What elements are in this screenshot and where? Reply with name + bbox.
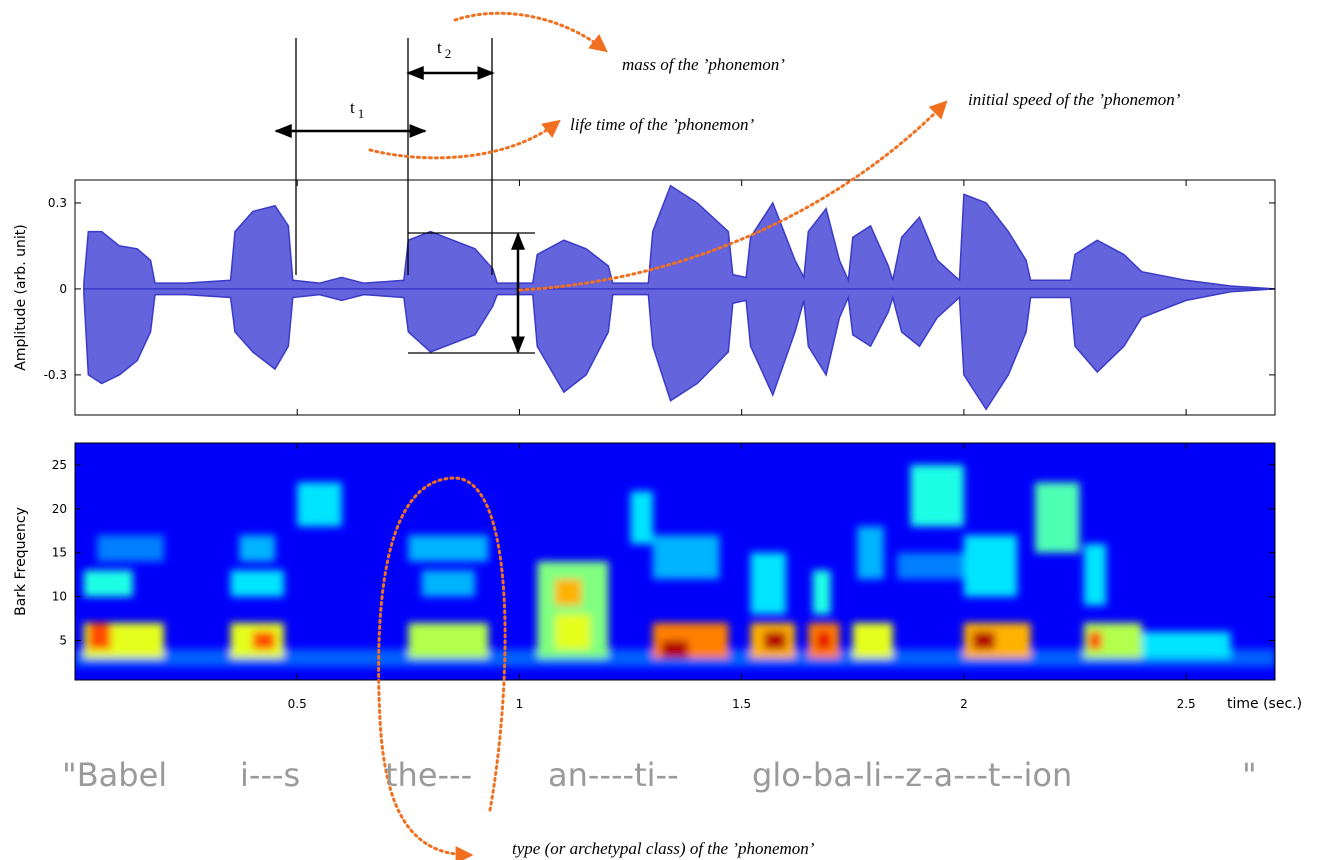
y-tick-label: 0.3 xyxy=(48,196,67,210)
transcript-word: " xyxy=(1242,756,1257,794)
mass-label: mass of the ’phonemon’ xyxy=(622,55,785,74)
heatmap-cell xyxy=(408,622,489,659)
heatmap-cell xyxy=(857,526,884,580)
heatmap-cell xyxy=(763,631,787,650)
heatmap-cell xyxy=(239,535,275,562)
x-tick-label: 2.5 xyxy=(1177,697,1196,711)
heatmap-cell xyxy=(97,535,164,562)
transcript-word: "Babel xyxy=(62,756,167,794)
heatmap-cell xyxy=(910,464,964,527)
transcript-word: glo-ba-li--z-a---t--ion xyxy=(752,756,1072,794)
x-tick-label: 0.5 xyxy=(288,697,307,711)
waveform-area xyxy=(83,184,1276,290)
t1-subscript: 1 xyxy=(358,106,365,121)
transcript-word: the--- xyxy=(385,756,472,794)
plot-frame xyxy=(74,442,1276,681)
heatmap-cells xyxy=(75,464,1275,667)
heatmap-cell xyxy=(630,491,653,544)
plot-frame xyxy=(74,179,1276,416)
heatmap-cell xyxy=(661,640,689,659)
y-tick-label: 5 xyxy=(59,634,67,648)
heatmap-cell xyxy=(555,614,591,650)
type-label: type (or archetypal class) of the ’phone… xyxy=(512,839,815,858)
heatmap-cell xyxy=(555,579,582,606)
y-tick-label: 15 xyxy=(52,546,67,560)
heatmap-cell xyxy=(897,552,964,580)
heatmap-cell xyxy=(88,622,111,650)
y-tick-label: 0 xyxy=(59,282,67,296)
heatmap-cell xyxy=(652,535,720,580)
transcript-word: an----ti-- xyxy=(548,756,679,794)
heatmap-cell xyxy=(297,482,342,527)
heatmap-cell xyxy=(963,535,1018,597)
heatmap-cell xyxy=(1083,543,1107,606)
heatmap-cell xyxy=(421,570,475,597)
waveform-panel: -0.3 0 0.3 Amplitude (arb. unit) xyxy=(13,179,1276,416)
heatmap-cell xyxy=(230,570,284,597)
waveform-area xyxy=(83,288,1276,411)
y-tick-label: 25 xyxy=(52,458,67,472)
heatmap-cell xyxy=(1141,631,1231,659)
y-tick-label: -0.3 xyxy=(44,368,67,382)
heatmap-cell xyxy=(1088,631,1102,650)
spectrogram-panel: 5 10 15 20 25 0.5 1 1.5 2 2.5 Bark Frequency time (… xyxy=(13,442,1302,712)
heatmap-cell xyxy=(812,570,831,615)
x-tick-label: 1 xyxy=(516,697,524,711)
initial-speed-label: initial speed of the ’phonemon’ xyxy=(968,90,1181,109)
heatmap-cell xyxy=(817,631,831,650)
heatmap-cell xyxy=(750,552,787,615)
x-axis-label: time (sec.) xyxy=(1227,696,1302,712)
t2-subscript: 2 xyxy=(445,46,452,61)
x-tick-label: 2 xyxy=(960,697,968,711)
heatmap-cell xyxy=(252,631,275,650)
heatmap-cell xyxy=(1035,482,1080,553)
heatmap-cell xyxy=(852,622,893,659)
heatmap-cell xyxy=(83,570,133,597)
x-tick-label: 1.5 xyxy=(732,697,751,711)
life-time-label: life time of the ’phonemon’ xyxy=(570,115,754,134)
y-axis-label: Bark Frequency xyxy=(13,507,29,616)
heatmap-cell xyxy=(408,535,489,562)
y-tick-label: 10 xyxy=(52,590,67,604)
transcript: "Babel i---s the--- an----ti-- glo-ba-li--z-… xyxy=(62,756,1257,794)
y-axis-label: Amplitude (arb. unit) xyxy=(13,224,29,370)
heatmap-cell xyxy=(972,631,995,650)
transcript-word: i---s xyxy=(240,756,300,794)
orange-arrows xyxy=(368,11,948,860)
y-tick-label: 20 xyxy=(52,502,67,516)
